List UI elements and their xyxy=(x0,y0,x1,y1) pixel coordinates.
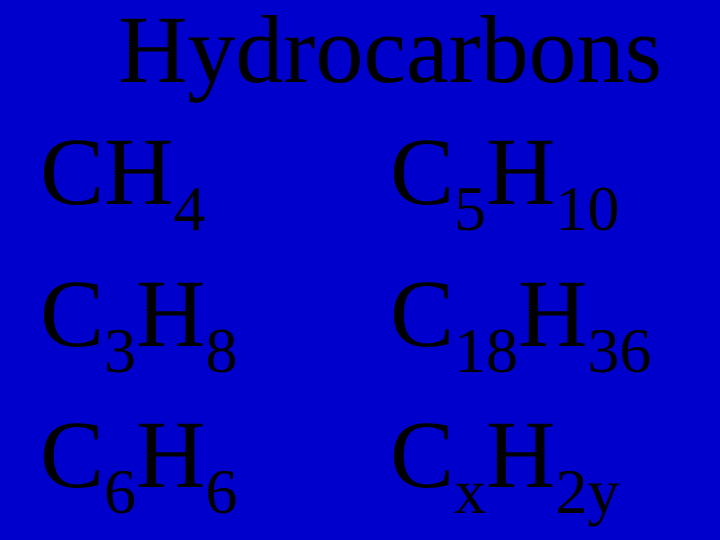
element-symbol: H xyxy=(486,401,555,508)
element-symbol: C xyxy=(390,118,454,225)
element-symbol: H xyxy=(486,118,555,225)
element-symbol: C xyxy=(40,260,104,367)
element-symbol: C xyxy=(390,260,454,367)
formula-cell: C3H8 xyxy=(40,248,390,390)
formula-grid: CH4 C3H8 C6H6 C5H10 C18H36 CxH2y xyxy=(0,106,720,531)
formula-cell: C6H6 xyxy=(40,389,390,531)
formula-cell: C5H10 xyxy=(390,106,720,248)
left-column: CH4 C3H8 C6H6 xyxy=(40,106,390,531)
slide: Hydrocarbons CH4 C3H8 C6H6 C5H10 C18H36 … xyxy=(0,0,720,540)
element-symbol: H xyxy=(136,401,205,508)
subscript: 3 xyxy=(104,315,136,386)
subscript: 36 xyxy=(587,315,651,386)
subscript: 2y xyxy=(555,456,619,527)
subscript: 18 xyxy=(454,315,518,386)
element-symbol: C xyxy=(390,401,454,508)
element-symbol: H xyxy=(518,260,587,367)
subscript: 8 xyxy=(205,315,237,386)
subscript: 5 xyxy=(454,173,486,244)
formula-cell: C18H36 xyxy=(390,248,720,390)
formula-cell: CxH2y xyxy=(390,389,720,531)
page-title: Hydrocarbons xyxy=(60,2,720,98)
subscript: 10 xyxy=(555,173,619,244)
subscript: x xyxy=(454,456,486,527)
formula-cell: CH4 xyxy=(40,106,390,248)
element-symbol: H xyxy=(136,260,205,367)
element-symbol: C xyxy=(40,401,104,508)
element-symbol: CH xyxy=(40,118,173,225)
subscript: 6 xyxy=(104,456,136,527)
right-column: C5H10 C18H36 CxH2y xyxy=(390,106,720,531)
subscript: 4 xyxy=(173,173,205,244)
subscript: 6 xyxy=(205,456,237,527)
